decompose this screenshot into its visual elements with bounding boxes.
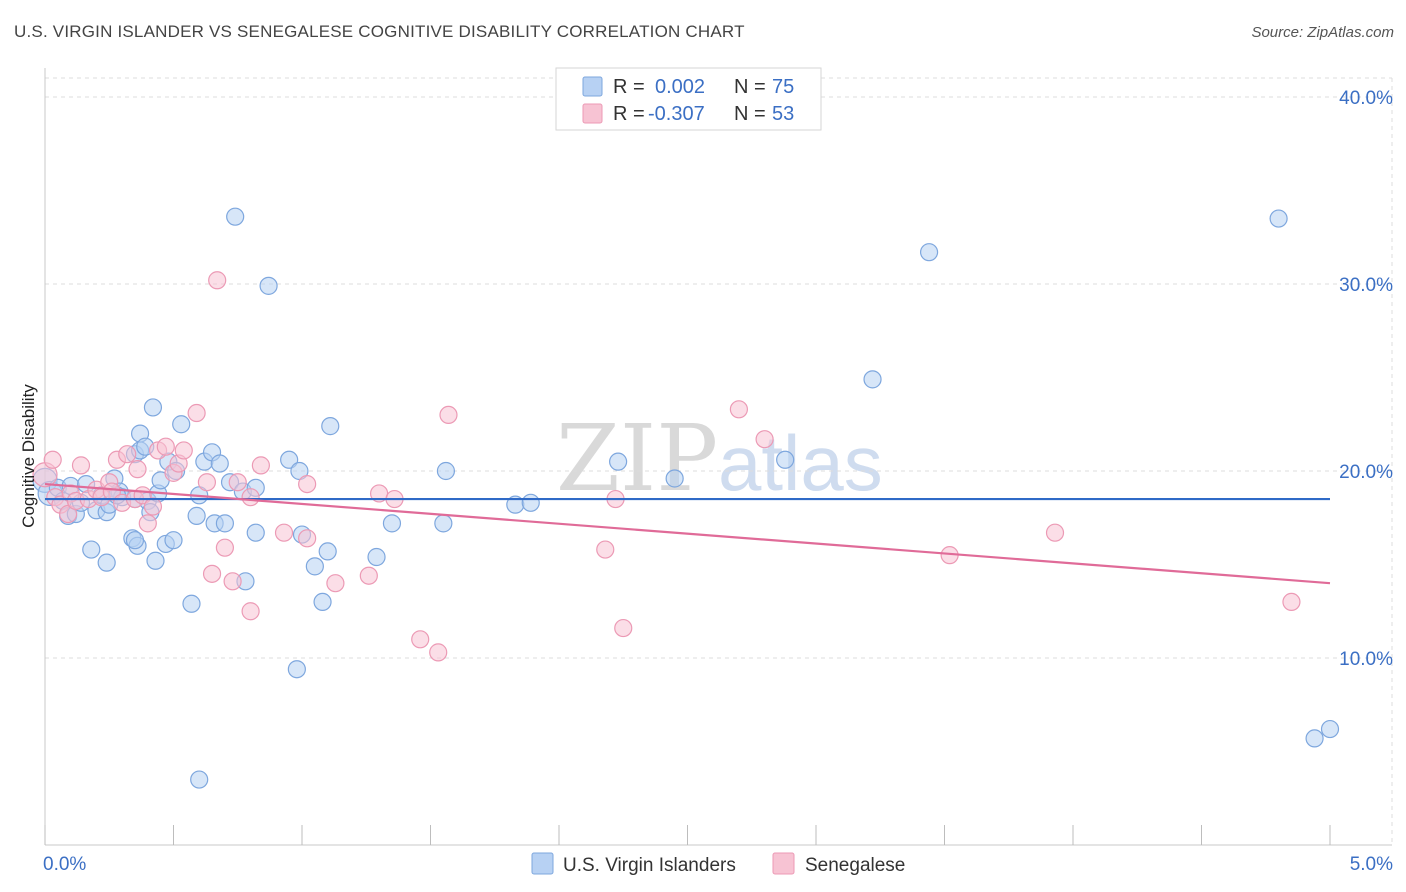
pink-point bbox=[128, 460, 147, 479]
pink-point bbox=[411, 630, 430, 649]
pink-point bbox=[439, 405, 458, 424]
blue-point bbox=[125, 531, 145, 550]
blue-point bbox=[382, 514, 402, 533]
y-tick-label: 20.0% bbox=[1339, 462, 1393, 483]
pink-point bbox=[241, 488, 260, 507]
tick-labels: 10.0% 20.0% 30.0% 40.0% 0.0% 5.0% bbox=[43, 88, 1393, 875]
pink-point bbox=[43, 450, 62, 469]
blue-point bbox=[305, 557, 324, 576]
pink-point bbox=[251, 456, 270, 475]
trend-line-pink bbox=[44, 482, 1331, 585]
pink-point bbox=[187, 403, 206, 423]
blue-point bbox=[190, 770, 209, 789]
pink-point bbox=[228, 473, 247, 492]
blue-point bbox=[187, 506, 206, 525]
pink-point bbox=[138, 514, 157, 533]
blue-point bbox=[246, 523, 265, 542]
blue-point bbox=[172, 415, 191, 434]
blue-point bbox=[182, 594, 201, 613]
y-tick-label: 10.0% bbox=[1339, 649, 1393, 670]
pink-point bbox=[298, 474, 317, 494]
source-label: Source: ZipAtlas.com bbox=[1251, 24, 1394, 41]
pink-point bbox=[215, 538, 234, 557]
blue-point bbox=[321, 417, 340, 436]
blue-point bbox=[146, 551, 165, 570]
pink-point bbox=[208, 271, 227, 290]
blue-point bbox=[434, 514, 453, 533]
legend-n-value-pink: 53 bbox=[772, 103, 794, 125]
blue-point bbox=[1320, 719, 1340, 739]
pink-point bbox=[71, 456, 91, 475]
blue-point bbox=[367, 547, 386, 567]
pink-point bbox=[326, 574, 345, 593]
pink-point bbox=[156, 437, 175, 456]
blue-point bbox=[82, 540, 101, 559]
blue-point bbox=[313, 592, 332, 612]
blue-point bbox=[436, 461, 456, 481]
pink-point bbox=[359, 566, 378, 585]
x-tick-label: 5.0% bbox=[1350, 854, 1393, 875]
blue-point bbox=[863, 370, 882, 389]
legend-r-value-blue: 0.002 bbox=[655, 76, 705, 98]
blue-point bbox=[609, 452, 628, 471]
watermark-atlas: atlas bbox=[718, 419, 883, 507]
watermark: ZIP atlas bbox=[556, 405, 883, 512]
blue-point bbox=[776, 450, 795, 469]
legend-r-value-pink: -0.307 bbox=[648, 103, 705, 125]
blue-point bbox=[143, 398, 163, 417]
blue-point bbox=[280, 450, 299, 469]
watermark-zip: ZIP bbox=[556, 405, 718, 512]
y-tick-label: 40.0% bbox=[1339, 88, 1393, 109]
pink-point bbox=[1045, 523, 1065, 542]
bottom-legend-label-pink: Senegalese bbox=[805, 855, 905, 876]
pink-point bbox=[118, 445, 137, 464]
chart-title: U.S. VIRGIN ISLANDER VS SENEGALESE COGNI… bbox=[14, 22, 745, 41]
legend-n-label-blue: N = bbox=[734, 76, 766, 98]
y-tick-label: 30.0% bbox=[1339, 275, 1393, 296]
blue-point bbox=[259, 276, 278, 295]
pink-point bbox=[241, 602, 260, 621]
pink-point bbox=[596, 540, 615, 559]
pink-point bbox=[174, 441, 193, 460]
legend-r-label-blue: R = bbox=[613, 76, 645, 98]
y-axis-title: Cognitive Disability bbox=[19, 384, 38, 528]
legend-n-value-blue: 75 bbox=[772, 76, 794, 98]
blue-point bbox=[226, 207, 245, 226]
pink-point bbox=[298, 529, 317, 548]
x-tick-label: 0.0% bbox=[43, 854, 86, 875]
blue-point bbox=[210, 454, 229, 473]
legend-r-label-pink: R = bbox=[613, 103, 645, 125]
pink-point bbox=[274, 523, 294, 542]
pink-point bbox=[614, 618, 633, 638]
pink-point bbox=[223, 572, 242, 591]
pink-point bbox=[429, 643, 448, 662]
pink-point bbox=[202, 564, 222, 583]
bottom-legend-label-blue: U.S. Virgin Islanders bbox=[563, 855, 736, 876]
bottom-legend-swatch-pink bbox=[772, 852, 795, 875]
bottom-legend-swatch-blue bbox=[531, 852, 554, 875]
blue-point bbox=[97, 553, 116, 572]
pink-point bbox=[1282, 592, 1301, 612]
trend-lines bbox=[44, 482, 1331, 585]
blue-point bbox=[665, 469, 684, 488]
series-legend: U.S. Virgin Islanders Senegalese bbox=[531, 852, 905, 876]
blue-point bbox=[287, 660, 306, 679]
blue-point bbox=[215, 514, 234, 533]
pink-point bbox=[143, 497, 163, 516]
blue-point bbox=[1305, 729, 1324, 748]
blue-point bbox=[318, 542, 337, 561]
legend-swatch-pink bbox=[582, 103, 603, 124]
legend-swatch-blue bbox=[582, 76, 603, 97]
pink-point bbox=[197, 473, 217, 492]
blue-point bbox=[164, 531, 183, 550]
stats-legend: R = 0.002 N = 75 R = -0.307 N = 53 bbox=[555, 67, 822, 131]
blue-point bbox=[521, 493, 540, 512]
blue-point bbox=[1269, 209, 1288, 228]
blue-point bbox=[919, 243, 939, 262]
pink-point bbox=[729, 400, 749, 419]
pink-point bbox=[755, 430, 774, 449]
legend-n-label-pink: N = bbox=[734, 103, 766, 125]
